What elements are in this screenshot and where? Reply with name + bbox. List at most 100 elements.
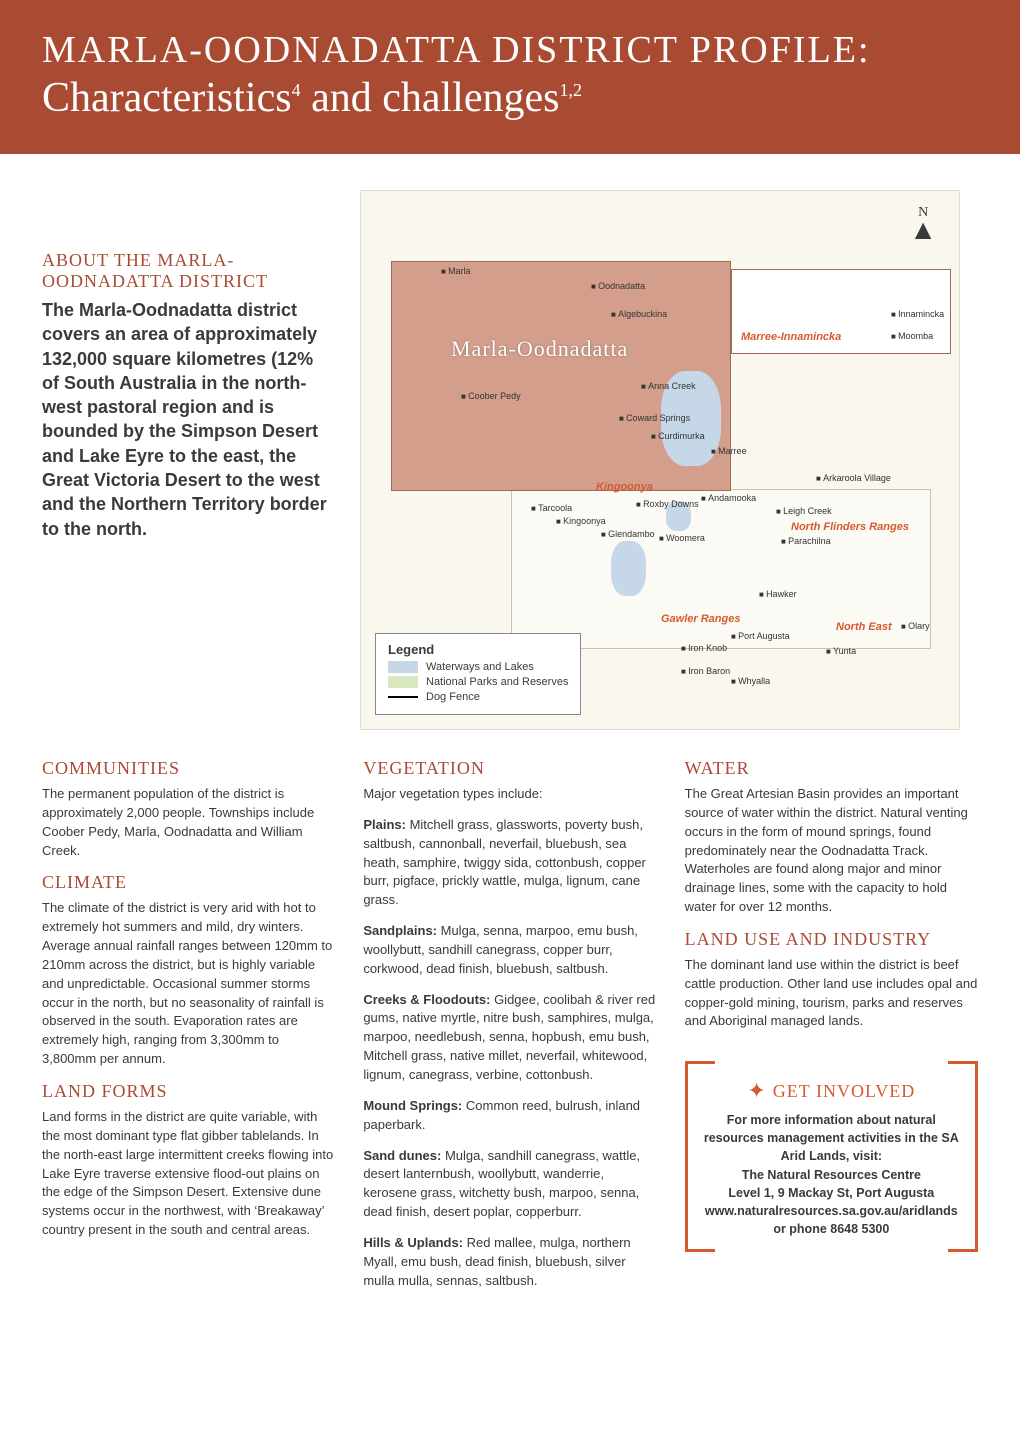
legend-row: National Parks and Reserves	[388, 676, 568, 688]
legend-title: Legend	[388, 642, 568, 657]
map-point: Oodnadatta	[591, 281, 645, 291]
body-paragraph: The permanent population of the district…	[42, 785, 335, 860]
north-indicator: N ▲	[909, 205, 937, 241]
map-point: Yunta	[826, 646, 856, 656]
map-point: Innamincka	[891, 309, 944, 319]
map-point: Glendambo	[601, 529, 655, 539]
map-point: Anna Creek	[641, 381, 696, 391]
get-involved-box: ✦ GET INVOLVED For more information abou…	[685, 1061, 978, 1252]
intro-heading: ABOUT THE MARLA-OODNADATTA DISTRICT	[42, 250, 332, 292]
paragraph-lead: Mound Springs:	[363, 1098, 462, 1113]
paragraph-text: The dominant land use within the distric…	[685, 957, 978, 1029]
map-point: Andamooka	[701, 493, 756, 503]
get-involved-title: ✦ GET INVOLVED	[702, 1075, 961, 1107]
map-region-label: North Flinders Ranges	[791, 521, 909, 533]
paragraph-lead: Creeks & Floodouts:	[363, 992, 490, 1007]
body-paragraph: Mound Springs: Common reed, bulrush, inl…	[363, 1097, 656, 1135]
map-point: Curdimurka	[651, 431, 705, 441]
section-heading: CLIMATE	[42, 872, 335, 893]
section-heading: COMMUNITIES	[42, 758, 335, 779]
map-point: Roxby Downs	[636, 499, 699, 509]
map-point: Coober Pedy	[461, 391, 521, 401]
paragraph-text: The permanent population of the district…	[42, 786, 314, 858]
paragraph-lead: Sand dunes:	[363, 1148, 441, 1163]
subtitle-pre: Characteristics	[42, 75, 292, 121]
body-paragraph: Land forms in the district are quite var…	[42, 1108, 335, 1240]
map-point: Olary	[901, 621, 930, 631]
legend-label: Waterways and Lakes	[426, 661, 534, 673]
gi-line1: For more information about natural resou…	[702, 1111, 961, 1165]
legend-row: Dog Fence	[388, 691, 568, 703]
map-point: Iron Knob	[681, 643, 727, 653]
legend-row: Waterways and Lakes	[388, 661, 568, 673]
paragraph-text: The Great Artesian Basin provides an imp…	[685, 786, 968, 914]
map-point: Hawker	[759, 589, 797, 599]
map-point: Moomba	[891, 331, 933, 341]
district-map: N ▲ Marla-Oodnadatta Marree-Innamincka Ki…	[360, 190, 960, 730]
map-point: Algebuckina	[611, 309, 667, 319]
map-region-label: Marree-Innamincka	[741, 331, 841, 343]
paragraph-lead: Sandplains:	[363, 923, 437, 938]
top-row: ABOUT THE MARLA-OODNADATTA DISTRICT The …	[42, 190, 978, 730]
paragraph-text: Major vegetation types include:	[363, 786, 542, 801]
page-subtitle: Characteristics4 and challenges1,2	[42, 74, 978, 122]
map-point: Arkaroola Village	[816, 473, 891, 483]
section-heading: LAND FORMS	[42, 1081, 335, 1102]
body-paragraph: Hills & Uplands: Red mallee, mulga, nort…	[363, 1234, 656, 1291]
body-paragraph: Sand dunes: Mulga, sandhill canegrass, w…	[363, 1147, 656, 1222]
header-band: MARLA-OODNADATTA DISTRICT PROFILE: Chara…	[0, 0, 1020, 154]
paragraph-text: Land forms in the district are quite var…	[42, 1109, 333, 1237]
body-paragraph: The Great Artesian Basin provides an imp…	[685, 785, 978, 917]
map-lake	[611, 541, 646, 596]
get-involved-heading: GET INVOLVED	[773, 1078, 916, 1104]
legend-label: National Parks and Reserves	[426, 676, 568, 688]
corner-decoration	[948, 1061, 978, 1064]
legend-label: Dog Fence	[426, 691, 480, 703]
subtitle-mid: and challenges	[301, 75, 560, 121]
map-point: Woomera	[659, 533, 705, 543]
map-point: Iron Baron	[681, 666, 730, 676]
body-paragraph: Creeks & Floodouts: Gidgee, coolibah & r…	[363, 991, 656, 1085]
map-region-label: Gawler Ranges	[661, 613, 740, 625]
intro-column: ABOUT THE MARLA-OODNADATTA DISTRICT The …	[42, 190, 332, 730]
legend-swatch	[388, 696, 418, 698]
section-heading: LAND USE AND INDUSTRY	[685, 929, 978, 950]
gi-line2: The Natural Resources Centre	[702, 1166, 961, 1184]
north-arrow-icon: ▲	[909, 221, 937, 241]
paragraph-lead: Plains:	[363, 817, 406, 832]
gi-line3: Level 1, 9 Mackay St, Port Augusta	[702, 1184, 961, 1202]
body-columns: COMMUNITIES The permanent population of t…	[42, 758, 978, 1302]
content-area: ABOUT THE MARLA-OODNADATTA DISTRICT The …	[0, 154, 1020, 1332]
page-title: MARLA-OODNADATTA DISTRICT PROFILE:	[42, 28, 978, 72]
subtitle-sup1: 4	[292, 80, 301, 100]
map-point: Marla	[441, 266, 471, 276]
map-point: Port Augusta	[731, 631, 790, 641]
corner-decoration	[685, 1249, 715, 1252]
section-heading: VEGETATION	[363, 758, 656, 779]
body-paragraph: The dominant land use within the distric…	[685, 956, 978, 1031]
section-heading: WATER	[685, 758, 978, 779]
gi-url: www.naturalresources.sa.gov.au/aridlands	[702, 1202, 961, 1220]
body-paragraph: Major vegetation types include:	[363, 785, 656, 804]
paragraph-text: Mitchell grass, glassworts, poverty bush…	[363, 817, 646, 907]
map-region-label: Kingoonya	[596, 481, 653, 493]
map-point: Leigh Creek	[776, 506, 832, 516]
map-legend: Legend Waterways and Lakes National Parks…	[375, 633, 581, 715]
column-3: WATER The Great Artesian Basin provides a…	[685, 758, 978, 1302]
paragraph-lead: Hills & Uplands:	[363, 1235, 463, 1250]
subtitle-sup2: 1,2	[559, 80, 582, 100]
map-point: Parachilna	[781, 536, 831, 546]
map-point: Tarcoola	[531, 503, 572, 513]
tree-icon: ✦	[747, 1075, 766, 1107]
body-paragraph: Plains: Mitchell grass, glassworts, pove…	[363, 816, 656, 910]
map-point: Marree	[711, 446, 747, 456]
map-point: Kingoonya	[556, 516, 606, 526]
legend-swatch	[388, 676, 418, 688]
body-paragraph: The climate of the district is very arid…	[42, 899, 335, 1069]
legend-swatch	[388, 661, 418, 673]
intro-text: The Marla-Oodnadatta district covers an …	[42, 298, 332, 541]
map-column: N ▲ Marla-Oodnadatta Marree-Innamincka Ki…	[360, 190, 978, 730]
paragraph-text: The climate of the district is very arid…	[42, 900, 332, 1066]
body-paragraph: Sandplains: Mulga, senna, marpoo, emu bu…	[363, 922, 656, 979]
district-map-label: Marla-Oodnadatta	[451, 336, 628, 362]
